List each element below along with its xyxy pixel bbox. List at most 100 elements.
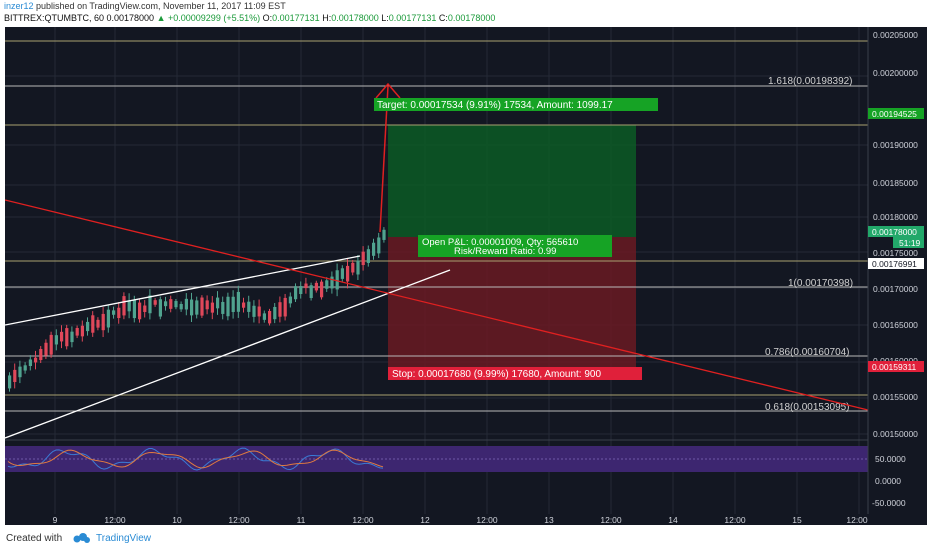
candle xyxy=(377,237,381,254)
candle xyxy=(39,348,43,361)
price-tick: 0.00155000 xyxy=(873,392,918,402)
countdown-tag xyxy=(893,237,924,248)
stop-label: Stop: 0.00017680 (9.99%) 17680, Amount: … xyxy=(392,369,601,380)
candle xyxy=(288,296,292,304)
candle xyxy=(70,331,74,343)
tradingview-link[interactable]: TradingView xyxy=(96,533,152,544)
low-value: 0.00177131 xyxy=(388,13,437,23)
candle xyxy=(304,283,308,288)
candle xyxy=(361,251,365,266)
candle xyxy=(169,299,173,309)
fib-0618-label: 0.618(0.00153095) xyxy=(765,402,850,413)
candle xyxy=(205,300,209,310)
candle xyxy=(314,282,318,291)
candle xyxy=(23,365,27,371)
footer: Created with TradingView xyxy=(0,528,932,550)
candle xyxy=(320,281,324,298)
candle xyxy=(101,313,105,331)
wedge-upper-line[interactable] xyxy=(4,255,361,326)
price-tick: 0.00185000 xyxy=(873,178,918,188)
candle xyxy=(236,291,240,312)
price-tick: 0.00175000 xyxy=(873,248,918,258)
pnl-label-box xyxy=(418,235,612,257)
candle xyxy=(75,328,79,336)
target-price-tag xyxy=(868,108,924,119)
candle xyxy=(247,301,251,312)
chart-header: inzer12 published on TradingView.com, No… xyxy=(0,0,932,27)
candle xyxy=(210,302,214,313)
pnl-label: Open P&L: 0.00001009, Qty: 565610 xyxy=(422,237,578,248)
candle xyxy=(294,286,298,300)
fib-1618-label: 1.618(0.00198392) xyxy=(768,76,853,87)
risk-reward-label: Risk/Reward Ratio: 0.99 xyxy=(454,246,556,257)
candle xyxy=(262,313,266,320)
candle xyxy=(158,299,162,317)
candle xyxy=(148,295,152,314)
candle xyxy=(13,369,17,382)
candle xyxy=(356,260,360,275)
candle xyxy=(283,297,287,317)
candle xyxy=(174,301,178,308)
time-tick: 10 xyxy=(172,515,182,525)
time-axis[interactable] xyxy=(5,514,927,525)
candle xyxy=(143,305,147,312)
candle xyxy=(34,357,38,363)
symbol-info: BITTREX:QTUMBTC, 60 0.00178000 xyxy=(4,13,155,23)
descending-trendline[interactable] xyxy=(4,199,869,411)
open-value: 0.00177131 xyxy=(272,13,320,23)
candle xyxy=(195,300,199,315)
low-label: L: xyxy=(381,13,389,23)
candle xyxy=(325,280,329,289)
stop-price-tag xyxy=(868,361,924,372)
candle xyxy=(132,300,136,319)
target-zone[interactable] xyxy=(388,125,636,237)
chart-canvas[interactable]: 1.618(0.00198392) 1(0.00170398) 0.786(0.… xyxy=(4,27,927,525)
current-price-tag xyxy=(868,226,924,237)
candle xyxy=(190,299,194,316)
candle xyxy=(127,300,131,312)
price-axis[interactable] xyxy=(868,27,927,514)
candle xyxy=(346,265,350,282)
chart-area[interactable]: 1.618(0.00198392) 1(0.00170398) 0.786(0.… xyxy=(4,27,927,525)
candlesticks xyxy=(8,227,386,392)
open-label: O: xyxy=(262,13,273,23)
candle xyxy=(278,302,282,317)
candle xyxy=(231,296,235,313)
up-triangle-icon: ▲ xyxy=(156,13,166,23)
candle xyxy=(366,249,370,263)
price-tick: 0.00200000 xyxy=(873,68,918,78)
time-axis-labels: 9 12:00 10 12:00 11 12:00 12 12:00 13 12… xyxy=(53,515,868,525)
candle xyxy=(117,307,121,319)
countdown-text: 51:19 xyxy=(899,238,921,248)
candle xyxy=(44,342,48,356)
candle xyxy=(80,325,84,337)
target-label: Target: 0.00017534 (9.91%) 17534, Amount… xyxy=(377,100,613,111)
time-tick: 15 xyxy=(792,515,802,525)
fib-0786-label: 0.786(0.00160704) xyxy=(765,347,850,358)
candle xyxy=(299,286,303,295)
wedge-lower-line[interactable] xyxy=(4,269,451,439)
fib-1-label: 1(0.00170398) xyxy=(788,278,853,289)
ohlc-line: BITTREX:QTUMBTC, 60 0.00178000 ▲ +0.0000… xyxy=(4,13,495,23)
candle xyxy=(330,276,334,289)
price-tick: 0.00170000 xyxy=(873,284,918,294)
candle xyxy=(18,366,22,378)
candle xyxy=(179,303,183,310)
fib-levels[interactable] xyxy=(5,40,868,412)
arrow-head-icon xyxy=(375,82,401,99)
candle xyxy=(252,305,256,317)
osc-axis-labels: 50.0000 0.0000 -50.0000 xyxy=(872,454,906,508)
osc-tick: 0.0000 xyxy=(875,476,901,486)
candle xyxy=(340,268,344,279)
candle xyxy=(138,302,142,320)
time-tick: 12:00 xyxy=(724,515,746,525)
candle xyxy=(54,335,58,345)
entry-price-tag xyxy=(868,258,924,269)
stop-price-text: 0.00159311 xyxy=(872,362,917,372)
stop-label-box xyxy=(388,367,642,380)
price-tick: 0.00190000 xyxy=(873,140,918,150)
author-link[interactable]: inzer12 xyxy=(4,1,34,11)
candle xyxy=(153,300,157,305)
time-tick: 12 xyxy=(420,515,430,525)
publish-line: inzer12 published on TradingView.com, No… xyxy=(4,1,286,11)
